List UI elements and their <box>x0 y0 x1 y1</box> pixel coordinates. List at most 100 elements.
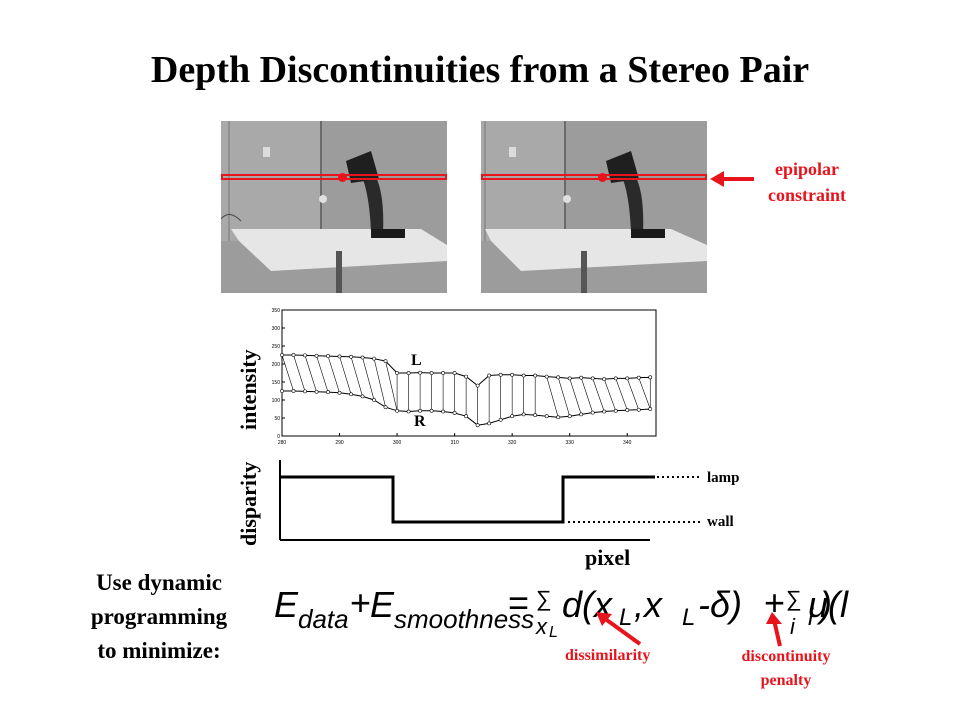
data-point-L <box>337 354 342 359</box>
data-point-L <box>567 376 572 381</box>
data-point-L <box>636 375 641 380</box>
y-tick-label: 0 <box>277 434 280 440</box>
correspondence-line <box>638 377 651 410</box>
data-point-R <box>613 408 618 413</box>
data-point-L <box>625 376 630 381</box>
data-point-R <box>280 389 284 393</box>
disparity-axis-label: disparity <box>236 461 261 546</box>
wall-label: wall <box>707 514 734 530</box>
correspondence-line <box>339 356 352 395</box>
data-point-L <box>280 353 284 357</box>
data-point-L <box>360 355 365 360</box>
data-point-L <box>533 373 538 378</box>
x-tick-label: 330 <box>566 440 575 446</box>
data-point-L <box>429 371 434 375</box>
chart-frame <box>281 309 657 437</box>
data-point-L <box>303 353 307 358</box>
y-tick-label: 50 <box>274 416 280 422</box>
correspondence-line <box>569 378 582 415</box>
data-point-R <box>395 408 399 413</box>
pixel-axis-label: pixel <box>585 545 631 570</box>
data-point-R <box>533 413 538 418</box>
data-point-R <box>418 408 422 413</box>
right-stereo-image <box>481 121 707 293</box>
data-point-R <box>625 408 630 412</box>
y-tick-label: 200 <box>272 362 281 368</box>
y-tick-label: 300 <box>272 326 281 332</box>
correspondence-line <box>362 357 375 401</box>
right-scene-graphic <box>481 121 707 293</box>
data-point-R <box>349 392 353 397</box>
curve-label-R: R <box>414 413 426 430</box>
dynamic-programming-text: Use dynamic programming to minimize: <box>90 570 228 663</box>
data-point-L <box>372 356 376 361</box>
data-point-R <box>303 389 307 394</box>
data-point-L <box>406 371 411 375</box>
data-point-R <box>475 423 480 428</box>
data-point-L <box>464 374 469 379</box>
data-point-R <box>464 414 469 419</box>
data-point-R <box>510 414 515 419</box>
left-scene-graphic <box>221 121 447 293</box>
data-point-R <box>326 390 330 394</box>
y-tick-label: 350 <box>272 308 281 314</box>
data-point-R <box>452 411 457 415</box>
y-tick-label: 100 <box>272 398 281 404</box>
data-point-R <box>372 398 376 402</box>
epipolar-line-right <box>481 174 707 180</box>
correspondence-line <box>293 354 306 392</box>
correspondence-line <box>316 355 329 393</box>
data-point-L <box>590 376 595 381</box>
data-point-L <box>452 371 457 375</box>
data-point-R <box>544 414 549 419</box>
data-point-L <box>395 371 399 375</box>
correspondence-line <box>327 355 340 393</box>
x-tick-label: 340 <box>623 440 632 446</box>
intensity-axis-label: intensity <box>236 349 261 430</box>
data-point-R <box>498 417 503 422</box>
data-point-R <box>648 407 653 411</box>
data-point-R <box>487 421 492 426</box>
disparity-plot <box>279 460 702 541</box>
y-tick-label: 150 <box>272 380 281 386</box>
data-point-R <box>441 409 446 414</box>
correspondence-line <box>281 354 294 392</box>
data-point-L <box>602 377 607 382</box>
x-tick-label: 310 <box>450 440 459 446</box>
data-point-L <box>579 375 584 380</box>
data-point-L <box>544 374 549 379</box>
discontinuity-arrow <box>766 612 782 647</box>
data-point-R <box>337 390 342 395</box>
curve-label-L: L <box>411 352 422 369</box>
data-point-R <box>567 414 572 419</box>
equation-tail: i ) <box>808 584 832 631</box>
match-point-right <box>598 173 607 182</box>
data-point-L <box>475 383 480 388</box>
data-point-L <box>326 354 330 358</box>
data-point-L <box>441 371 446 375</box>
data-point-R <box>636 407 641 412</box>
data-point-L <box>383 359 388 364</box>
correspondence-line <box>615 378 628 411</box>
data-point-L <box>510 372 515 377</box>
correspondence-line <box>546 376 559 418</box>
epipolar-arrow <box>710 171 754 187</box>
correspondence-line <box>557 377 570 417</box>
energy-equation: E data + E smoothness = ∑ x L d(x L ,x L… <box>274 582 849 641</box>
epipolar-line-left <box>221 174 447 180</box>
data-point-R <box>383 405 388 410</box>
correspondence-line <box>626 378 640 410</box>
data-point-R <box>314 389 319 394</box>
slide-title: Depth Discontinuities from a Stereo Pair <box>150 49 810 91</box>
correspondence-line <box>580 377 593 413</box>
correspondence-line <box>373 358 386 408</box>
data-point-R <box>406 409 411 414</box>
data-point-L <box>521 373 526 378</box>
data-point-L <box>314 353 319 358</box>
data-point-R <box>590 410 595 415</box>
data-point-L <box>487 373 492 378</box>
data-point-R <box>429 408 434 413</box>
data-point-L <box>291 353 296 357</box>
data-point-R <box>579 412 584 417</box>
data-point-L <box>613 376 618 381</box>
